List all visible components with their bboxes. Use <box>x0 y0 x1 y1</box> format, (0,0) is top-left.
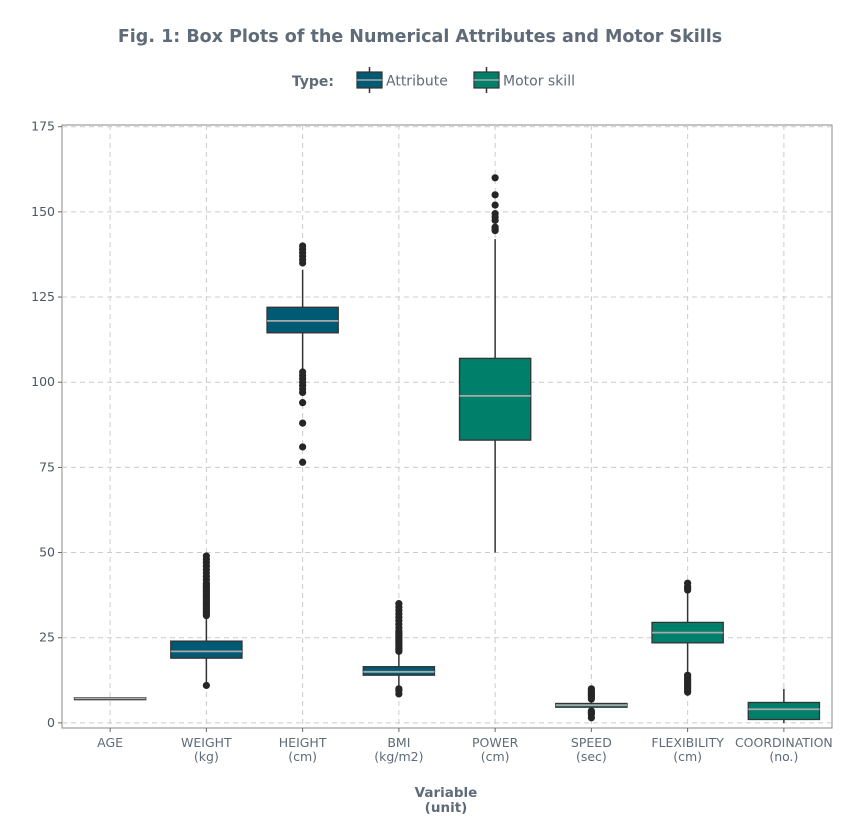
plot-border <box>61 124 833 729</box>
outlier-point <box>491 223 499 231</box>
x-tick-label: POWER <box>472 735 519 750</box>
outlier-point <box>299 399 307 407</box>
y-tick-label: 150 <box>31 204 55 219</box>
outlier-point <box>587 707 595 715</box>
box-bmi <box>362 600 436 698</box>
box-age <box>73 697 147 701</box>
legend-label: Attribute <box>386 74 448 90</box>
box-height <box>266 242 339 466</box>
x-tick-unit: (cm) <box>288 749 317 764</box>
outlier-point <box>299 443 307 451</box>
outlier-point <box>491 209 499 218</box>
x-tick-unit: (kg) <box>194 749 219 764</box>
outlier-point <box>202 552 210 560</box>
outlier-point <box>491 201 499 209</box>
outlier-point <box>491 191 499 199</box>
box-iqr <box>170 640 243 659</box>
x-tick-unit: (cm) <box>673 749 702 764</box>
y-tick-label: 50 <box>39 545 55 560</box>
x-tick-label: SPEED <box>571 735 612 750</box>
y-tick-label: 100 <box>31 374 55 389</box>
box-speed <box>555 685 628 722</box>
plot-panel <box>61 124 833 729</box>
outlier-point <box>491 174 499 182</box>
x-tick-label: COORDINATION <box>735 735 833 750</box>
x-axis-title-line: Variable <box>415 785 478 801</box>
outlier-point <box>299 419 307 427</box>
outlier-point <box>395 600 403 608</box>
x-tick-label: FLEXIBILITY <box>651 735 724 750</box>
x-tick-label: HEIGHT <box>279 735 327 750</box>
box-iqr <box>747 701 821 721</box>
y-tick-label: 125 <box>31 289 55 304</box>
outlier-point <box>587 685 595 693</box>
box-power <box>458 174 532 553</box>
x-axis-title: Variable(unit) <box>415 785 478 816</box>
x-tick-label: AGE <box>97 735 123 750</box>
y-tick-label: 175 <box>31 119 55 134</box>
x-tick-unit: (cm) <box>481 749 510 764</box>
outlier-point <box>299 368 307 376</box>
outlier-point <box>684 579 692 587</box>
x-tick-label: WEIGHT <box>181 735 232 750</box>
y-tick-label: 25 <box>39 630 55 645</box>
box-coordination <box>747 688 821 723</box>
box-flexibility <box>651 579 724 696</box>
x-axis-title-line: (unit) <box>425 800 468 816</box>
y-tick-label: 0 <box>47 715 55 730</box>
outlier-point <box>202 681 210 690</box>
box-iqr <box>458 357 532 441</box>
legend-label: Motor skill <box>503 74 575 90</box>
y-tick-label: 75 <box>39 459 55 474</box>
outlier-point <box>299 458 307 466</box>
legend-entry-motor-skill: Motor skill <box>473 67 575 93</box>
outlier-point <box>299 242 307 250</box>
legend-title: Type: <box>292 74 334 90</box>
x-axis: AGE WEIGHT(kg)HEIGHT(cm)BMI(kg/m2)POWER(c… <box>97 728 833 764</box>
x-tick-unit: (sec) <box>576 749 607 764</box>
x-tick-unit: (kg/m2) <box>374 749 423 764</box>
chart-title: Fig. 1: Box Plots of the Numerical Attri… <box>118 27 722 47</box>
y-axis: 0 25 50 75 100 125 150 175 <box>31 119 62 730</box>
x-tick-unit: (no.) <box>769 749 798 764</box>
legend-entry-attribute: Attribute <box>356 67 448 93</box>
x-tick-label: BMI <box>387 735 410 750</box>
box-weight <box>170 552 243 690</box>
legend: Type: Attribute Motor skill <box>292 67 575 93</box>
outlier-point <box>684 671 692 679</box>
outlier-point <box>395 685 403 693</box>
